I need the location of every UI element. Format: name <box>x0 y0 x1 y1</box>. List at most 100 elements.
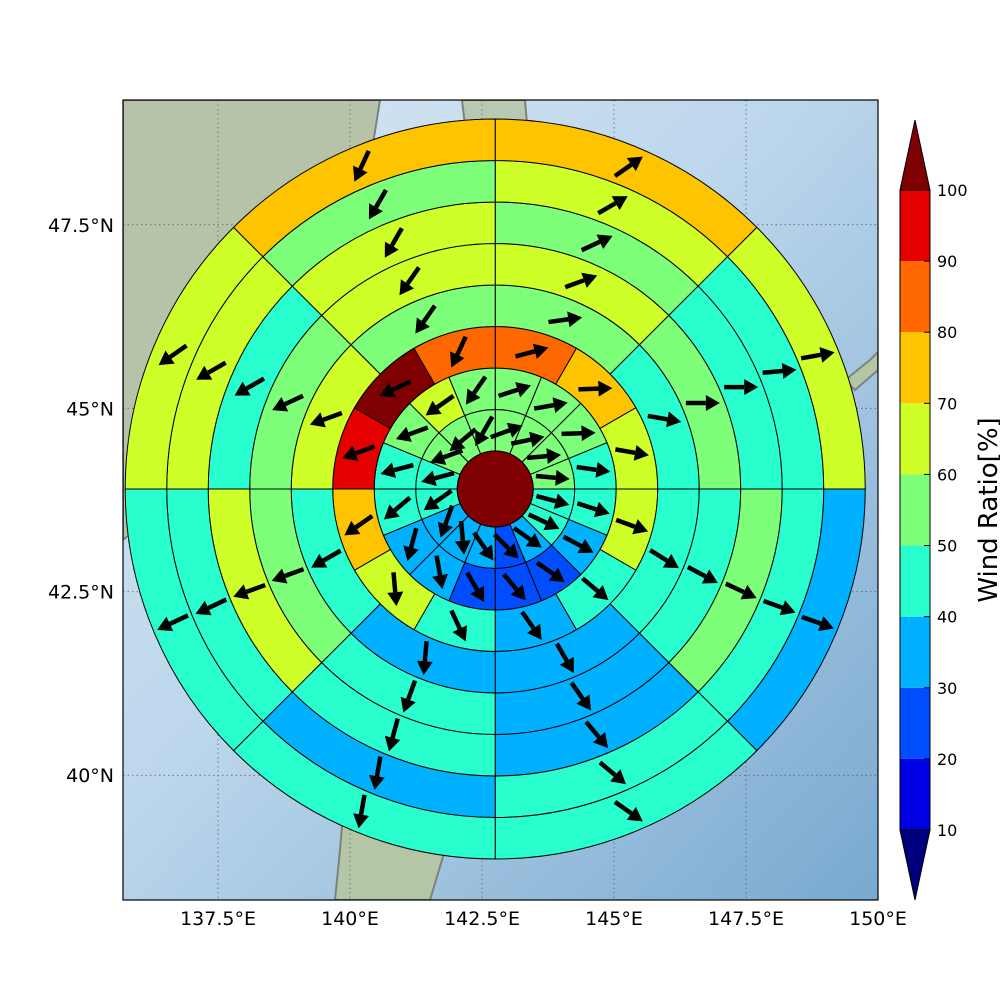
wind-arrow <box>535 560 565 583</box>
wind-arrow <box>502 572 526 601</box>
wind-arrow <box>465 375 488 405</box>
wind-arrow <box>454 520 471 555</box>
wind-arrow <box>353 149 371 182</box>
wind-arrow <box>342 444 376 461</box>
wind-arrow <box>158 343 188 366</box>
wind-arrow <box>724 379 759 396</box>
wind-arrow <box>613 156 643 178</box>
lon-tick-label: 142.5°E <box>444 908 520 930</box>
wind-arrow <box>415 304 437 334</box>
wind-arrows <box>157 149 835 829</box>
wind-arrow <box>554 642 574 674</box>
wind-arrow <box>520 610 542 640</box>
wind-arrow <box>449 427 478 452</box>
latitude-tick-labels: 47.5°N 45°N 42.5°N 40°N <box>48 215 114 787</box>
wind-arrow <box>271 567 305 584</box>
wind-arrow <box>400 679 418 713</box>
wind-arrow <box>615 444 649 461</box>
wind-arrow <box>647 411 682 428</box>
wind-arrow <box>578 380 613 397</box>
wind-arrow <box>353 794 369 829</box>
wind-arrow <box>344 514 374 536</box>
lon-tick-label: 140°E <box>321 908 379 930</box>
wind-arrow <box>157 613 189 632</box>
lon-tick-label: 150°E <box>849 908 907 930</box>
wind-arrow <box>527 512 560 531</box>
colorbar-tick-label: 20 <box>937 750 957 769</box>
colorbar-extend-max <box>899 119 931 191</box>
wind-arrow <box>724 581 757 600</box>
wind-arrow <box>535 493 570 509</box>
colorbar-tick-label: 30 <box>937 679 957 698</box>
wind-arrow <box>399 266 421 296</box>
wind-arrow <box>421 470 455 487</box>
colorbar-tick-label: 60 <box>937 465 957 484</box>
wind-arrow <box>569 681 591 711</box>
wind-arrow <box>580 234 613 253</box>
wind-arrow <box>686 565 718 584</box>
wind-arrow <box>233 582 266 600</box>
wind-arrow <box>379 379 412 398</box>
wind-arrow <box>195 597 228 616</box>
colorbar-extend-min <box>899 829 931 901</box>
wind-arrow <box>368 188 388 220</box>
wind-arrow <box>598 760 627 785</box>
wind-arrow <box>561 425 596 442</box>
wind-arrow <box>489 422 523 440</box>
map-frame <box>122 99 879 901</box>
colorbar-label: Wind Ratio[%] <box>974 417 1000 602</box>
wind-arrow <box>475 415 495 447</box>
longitude-tick-labels: 137.5°E 140°E 142.5°E 145°E 147.5°E 150°E <box>180 908 907 930</box>
wind-arrow <box>526 448 562 465</box>
wind-arrow <box>548 311 583 328</box>
colorbar-tick-label: 100 <box>937 181 968 200</box>
colorbar: 10 20 30 40 50 60 70 80 90 100 Wind Ratio[%] <box>899 119 1000 901</box>
map-area <box>122 99 879 901</box>
wind-arrow <box>584 720 609 748</box>
wind-arrow <box>580 576 609 601</box>
wind-arrow <box>762 598 796 616</box>
wind-arrow <box>449 609 468 642</box>
wind-arrow <box>576 501 610 518</box>
center-disk <box>456 450 534 528</box>
colorbar-tick-label: 90 <box>937 252 957 271</box>
wind-arrow <box>196 360 227 380</box>
wind-arrow <box>613 800 643 822</box>
lat-tick-label: 42.5°N <box>48 582 114 604</box>
wind-arrow <box>416 641 433 676</box>
wind-arrow <box>423 488 453 511</box>
lat-tick-label: 45°N <box>66 398 114 420</box>
wind-arrow <box>512 526 542 548</box>
wind-arrow <box>309 410 343 428</box>
wind-arrow <box>576 461 611 478</box>
wind-arrow <box>514 343 549 360</box>
wind-arrow <box>450 335 468 368</box>
wind-arrow <box>615 517 649 535</box>
colorbar-segment <box>900 190 930 262</box>
colorbar-segment <box>900 403 930 475</box>
wind-arrow <box>533 397 568 413</box>
wind-arrow <box>387 572 404 607</box>
wind-arrow <box>383 495 412 520</box>
wind-arrow <box>430 448 464 465</box>
wind-arrow <box>762 362 797 379</box>
colorbar-segment <box>900 758 930 830</box>
wind-arrow <box>437 504 455 538</box>
wind-arrow <box>395 425 429 442</box>
wind-arrow <box>801 614 834 632</box>
lon-tick-label: 147.5°E <box>708 908 784 930</box>
wind-ratio-sectors <box>124 118 866 860</box>
wind-arrow <box>497 382 531 399</box>
colorbar-segment <box>900 332 930 404</box>
colorbar-segment <box>900 616 930 688</box>
lat-tick-label: 47.5°N <box>48 215 114 237</box>
wind-arrow <box>384 717 401 752</box>
lon-tick-label: 145°E <box>585 908 643 930</box>
wind-arrow <box>597 196 628 216</box>
wind-arrow <box>234 376 266 396</box>
colorbar-tick-label: 10 <box>937 821 957 840</box>
wind-arrow <box>432 555 448 590</box>
wind-arrow <box>685 394 720 411</box>
